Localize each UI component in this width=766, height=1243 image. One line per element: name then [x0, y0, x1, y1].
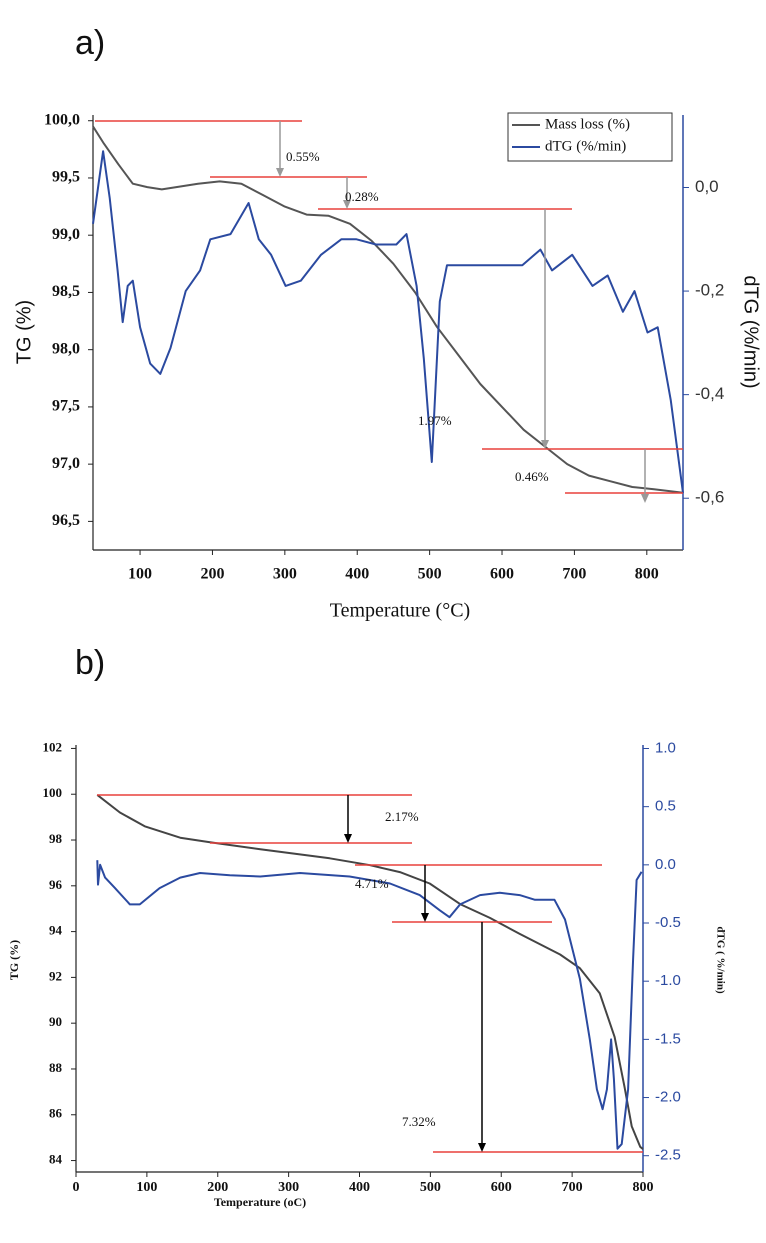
y-tick-label: 94 [49, 923, 63, 938]
arrow-head [478, 1143, 486, 1152]
series-line [96, 860, 643, 1150]
arrow-head [541, 440, 549, 449]
x-tick-label: 300 [273, 566, 297, 583]
annotation: 1.97% [418, 413, 452, 428]
legend-box [507, 112, 673, 162]
y-tick-label: 100 [43, 785, 63, 800]
y2-tick-label: -1.0 [655, 972, 681, 989]
annotation: 4.71% [355, 876, 389, 891]
series-line [92, 125, 684, 494]
x-tick-label: 500 [418, 566, 442, 583]
y2-axis-title: dTG (%/min) [740, 275, 762, 388]
y2-tick-label: -0,4 [695, 384, 724, 403]
y-tick-label: 97,0 [52, 455, 80, 472]
series-line [92, 150, 684, 494]
x-tick-label: 800 [635, 566, 659, 583]
y2-tick-label: 0.0 [655, 856, 676, 873]
y-tick-label: 86 [49, 1106, 63, 1121]
y-tick-label: 100,0 [44, 111, 80, 128]
panel-label: b) [75, 644, 105, 682]
y-tick-label: 84 [49, 1152, 63, 1167]
legend-label: Mass loss (%) [545, 116, 630, 132]
y-tick-label: 97,5 [52, 398, 80, 415]
y-tick-label: 98,0 [52, 340, 80, 357]
y2-axis-title: dTG ( %/min) [714, 926, 726, 994]
x-tick-label: 400 [349, 1180, 370, 1195]
y-tick-label: 99,5 [52, 169, 80, 186]
y2-tick-label: 0.5 [655, 798, 676, 815]
x-tick-label: 100 [136, 1180, 157, 1195]
annotation: 0.46% [515, 469, 549, 484]
y2-tick-label: 1.0 [655, 739, 676, 756]
y2-tick-label: 0,0 [695, 177, 719, 196]
x-tick-label: 200 [200, 566, 224, 583]
y-tick-label: 98,5 [52, 283, 80, 300]
y-tick-label: 90 [49, 1014, 62, 1029]
x-tick-label: 700 [562, 566, 586, 583]
x-tick-label: 600 [490, 566, 514, 583]
arrow-head [421, 913, 429, 922]
series-line [96, 794, 644, 1150]
annotation: 2.17% [385, 809, 419, 824]
x-tick-label: 400 [345, 566, 369, 583]
annotation: 0.28% [345, 189, 379, 204]
x-tick-label: 500 [420, 1180, 441, 1195]
x-tick-label: 700 [562, 1180, 583, 1195]
y-tick-label: 96 [49, 877, 63, 892]
y-tick-label: 88 [49, 1060, 63, 1075]
x-tick-label: 300 [278, 1180, 299, 1195]
annotation: 0.55% [286, 149, 320, 164]
x-tick-label: 600 [491, 1180, 512, 1195]
x-tick-label: 200 [207, 1180, 228, 1195]
x-tick-label: 0 [73, 1180, 80, 1195]
y2-tick-label: -2.0 [655, 1089, 681, 1106]
y-tick-label: 99,0 [52, 226, 80, 243]
y2-tick-label: -2.5 [655, 1147, 681, 1164]
x-tick-label: 800 [633, 1180, 654, 1195]
panel-label: a) [75, 24, 105, 62]
arrow-head [343, 200, 351, 209]
y2-tick-label: -0,6 [695, 488, 724, 507]
y-tick-label: 102 [43, 739, 63, 754]
y-axis-title: TG (%) [7, 940, 21, 980]
y-tick-label: 98 [49, 831, 63, 846]
annotation: 7.32% [402, 1114, 436, 1129]
y2-tick-label: -1.5 [655, 1030, 681, 1047]
y-tick-label: 92 [49, 968, 62, 983]
y2-tick-label: -0.5 [655, 914, 681, 931]
arrow-head [276, 168, 284, 177]
y2-tick-label: -0,2 [695, 281, 724, 300]
x-tick-label: 100 [128, 566, 152, 583]
arrow-head [344, 834, 352, 843]
legend-label: dTG (%/min) [545, 138, 626, 154]
x-axis-title: Temperature (oC) [214, 1195, 306, 1209]
arrow-head [641, 494, 649, 503]
y-axis-title: TG (%) [13, 300, 35, 364]
x-axis-title: Temperature (°C) [330, 600, 470, 622]
y-tick-label: 96,5 [52, 512, 80, 529]
